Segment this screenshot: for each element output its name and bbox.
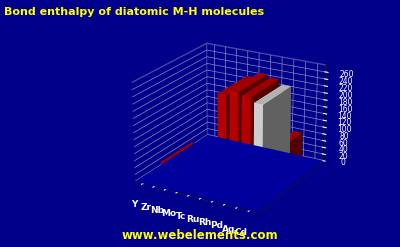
Text: www.webelements.com: www.webelements.com <box>122 229 278 242</box>
Text: Bond enthalpy of diatomic M-H molecules: Bond enthalpy of diatomic M-H molecules <box>4 7 264 17</box>
